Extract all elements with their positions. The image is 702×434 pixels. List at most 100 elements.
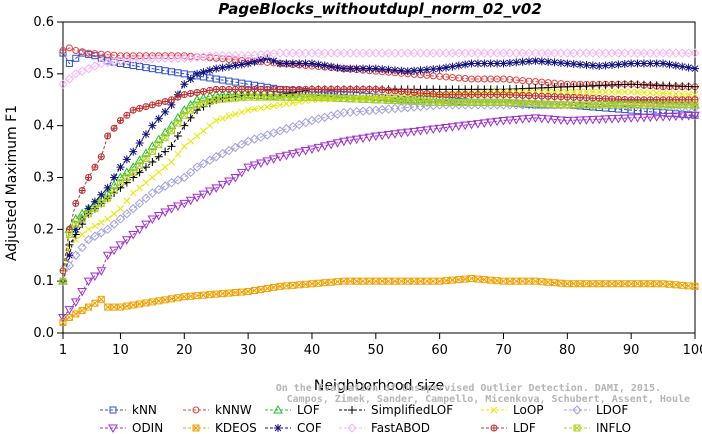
data-point: [397, 87, 405, 95]
data-point: [155, 168, 163, 176]
data-point: [129, 189, 137, 197]
data-point: [677, 48, 687, 58]
data-point: [550, 58, 559, 67]
data-point: [103, 183, 112, 192]
data-point: [653, 280, 661, 288]
data-point: [147, 215, 158, 224]
data-point: [90, 231, 100, 241]
data-point: [339, 137, 349, 147]
data-point: [141, 220, 151, 230]
data-point: [691, 91, 699, 98]
data-point: [608, 88, 616, 96]
data-point: [211, 50, 221, 61]
data-point: [294, 148, 305, 158]
data-point: [505, 116, 515, 125]
data-point: [595, 94, 603, 102]
data-point: [218, 63, 227, 72]
data-point: [72, 199, 80, 207]
data-point: [442, 91, 450, 99]
legend-item-inflo: INFLO: [564, 421, 631, 434]
x-tick-label: 20: [176, 343, 193, 358]
data-point: [249, 161, 260, 171]
data-point: [117, 205, 124, 212]
data-point: [71, 225, 80, 234]
data-point: [243, 163, 253, 173]
data-point: [268, 155, 279, 164]
data-point: [536, 114, 547, 124]
data-point: [110, 173, 119, 182]
data-point: [518, 57, 527, 66]
data-point: [174, 150, 182, 158]
series-line-fastabod: [62, 52, 695, 85]
data-point: [97, 153, 105, 161]
data-point: [289, 85, 297, 93]
data-point: [370, 132, 381, 142]
data-point: [691, 64, 699, 73]
data-point: [110, 186, 118, 194]
data-point: [678, 90, 686, 98]
data-point: [90, 272, 100, 281]
data-point: [397, 66, 406, 75]
data-point: [685, 90, 692, 98]
data-point: [180, 143, 188, 150]
data-point: [294, 48, 304, 58]
data-point: [480, 59, 489, 68]
data-point: [173, 132, 182, 141]
data-point: [65, 44, 73, 52]
data-point: [91, 299, 99, 307]
data-point: [589, 94, 597, 102]
legend-label: ODIN: [132, 421, 163, 434]
data-point: [415, 48, 426, 58]
data-point: [684, 63, 693, 72]
data-point: [530, 48, 541, 58]
data-point: [236, 168, 247, 178]
data-point: [70, 298, 81, 307]
data-point: [77, 288, 88, 297]
data-point: [135, 138, 144, 147]
data-point: [91, 163, 99, 171]
data-point: [212, 117, 220, 124]
data-point: [295, 59, 304, 68]
data-point: [72, 47, 80, 55]
data-point: [385, 86, 393, 94]
data-point: [594, 48, 604, 58]
data-point: [525, 57, 534, 66]
data-point: [288, 48, 298, 58]
data-point: [64, 306, 75, 315]
data-point: [64, 74, 75, 84]
data-point: [537, 48, 547, 58]
data-point: [556, 116, 566, 125]
data-point: [658, 48, 668, 58]
data-point: [300, 48, 311, 58]
data-point: [345, 136, 356, 146]
data-point: [123, 111, 131, 119]
data-point: [168, 158, 175, 166]
data-point: [225, 85, 233, 93]
data-point: [468, 91, 476, 99]
data-point: [282, 85, 290, 93]
data-point: [148, 157, 157, 166]
data-point: [83, 63, 94, 74]
data-point: [600, 48, 611, 58]
data-point: [244, 106, 252, 114]
data-point: [499, 91, 507, 99]
data-point: [166, 120, 177, 130]
data-point: [461, 60, 470, 69]
data-point: [619, 114, 630, 124]
data-point: [575, 116, 585, 125]
data-point: [568, 48, 579, 58]
data-point: [283, 100, 290, 108]
data-point: [652, 59, 661, 68]
data-point: [436, 91, 444, 99]
data-point: [602, 88, 609, 96]
data-point: [109, 246, 119, 256]
data-point: [59, 47, 67, 55]
data-point: [447, 123, 458, 132]
data-point: [96, 228, 107, 238]
data-point: [134, 225, 145, 235]
x-tick-label: 90: [623, 343, 640, 358]
data-point: [173, 202, 183, 212]
data-point: [346, 85, 354, 93]
data-point: [614, 101, 622, 109]
legend-item-ldf: LDF: [481, 421, 536, 434]
